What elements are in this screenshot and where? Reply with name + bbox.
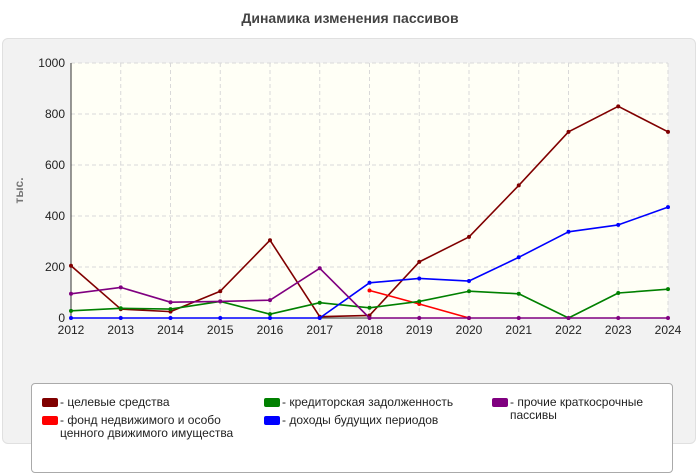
y-axis-label: тыс. [12,177,26,203]
x-tick-label: 2015 [207,323,234,337]
series-point-3 [417,299,422,304]
chart-title: Динамика изменения пассивов [241,10,459,26]
chart-legend: - целевые средства - фонд недвижимого и … [31,383,673,473]
series-point-3 [69,308,73,313]
legend-item-accounts-payable: - кредиторская задолженность [264,396,489,409]
series-point-5 [317,266,322,271]
y-tick-label: 600 [45,158,65,172]
legend-label-other-liabilities: - прочие краткосрочные пассивы [510,395,644,422]
series-point-1 [417,259,422,264]
x-tick-label: 2012 [58,323,85,337]
y-tick-label: 400 [45,209,65,223]
series-point-4 [317,316,322,320]
legend-item-property-fund: - фонд недвижимого и особо ценного движи… [42,414,252,440]
series-point-5 [616,316,621,320]
series-point-4 [666,205,670,210]
line-chart: 0 200 400 600 800 1000 2012 2013 2014 2015 2016 201… [12,56,682,337]
series-point-3 [516,291,521,296]
series-point-4 [566,229,571,234]
series-point-1 [268,238,272,243]
series-point-4 [268,316,272,320]
series-point-3 [616,291,621,296]
series-point-4 [467,279,471,284]
series-point-1 [566,129,571,134]
series-point-4 [417,276,422,281]
series-point-1 [218,289,223,294]
x-tick-label: 2023 [605,323,632,337]
series-point-1 [69,263,73,268]
series-point-4 [218,316,223,320]
legend-item-deferred-income: - доходы будущих периодов [264,414,489,427]
legend-swatch-target-funds [42,398,58,407]
x-tick-label: 2021 [505,323,532,337]
x-tick-label: 2017 [306,323,333,337]
series-point-3 [317,300,322,305]
x-tick-label: 2018 [356,323,383,337]
x-tick-label: 2024 [655,323,682,337]
series-point-4 [168,316,173,320]
y-tick-label: 0 [58,311,65,325]
y-tick-label: 1000 [38,56,65,70]
x-tick-label: 2019 [406,323,433,337]
series-point-5 [666,316,670,320]
series-point-5 [566,316,571,320]
series-point-5 [118,285,123,290]
series-point-5 [168,300,173,305]
series-point-5 [516,316,521,320]
series-point-4 [367,280,372,285]
series-point-5 [69,291,73,296]
legend-swatch-other-liabilities [492,398,508,407]
series-point-3 [168,307,173,312]
legend-label-property-fund: - фонд недвижимого и особо ценного движи… [60,413,234,440]
series-point-5 [268,298,272,303]
series-point-3 [268,312,272,317]
legend-item-target-funds: - целевые средства [42,396,257,409]
legend-swatch-property-fund [42,416,58,425]
series-point-1 [616,104,621,109]
legend-item-other-liabilities: - прочие краткосрочные пассивы [492,396,667,422]
series-point-3 [367,305,372,310]
series-point-5 [467,316,471,320]
series-point-3 [666,287,670,292]
legend-label-deferred-income: - доходы будущих периодов [282,413,439,427]
x-tick-label: 2014 [157,323,184,337]
series-point-4 [69,316,73,320]
y-tick-label: 800 [45,107,65,121]
series-point-1 [467,234,471,239]
series-point-1 [516,183,521,188]
series-point-5 [417,316,422,320]
series-point-5 [367,316,372,320]
series-point-4 [516,255,521,260]
x-tick-label: 2022 [555,323,582,337]
series-point-2 [367,288,372,293]
series-point-3 [118,306,123,311]
legend-label-accounts-payable: - кредиторская задолженность [282,395,454,409]
legend-swatch-accounts-payable [264,398,280,407]
chart-panel: 0 200 400 600 800 1000 2012 2013 2014 2015 2016 201… [2,38,696,473]
legend-label-target-funds: - целевые средства [60,395,170,409]
series-point-3 [467,289,471,294]
y-tick-label: 200 [45,260,65,274]
series-point-4 [616,222,621,227]
x-tick-label: 2016 [257,323,284,337]
series-point-1 [666,129,670,134]
series-point-5 [218,299,223,304]
legend-swatch-deferred-income [264,416,280,425]
x-tick-label: 2020 [456,323,483,337]
series-point-4 [118,316,123,320]
x-tick-label: 2013 [107,323,134,337]
